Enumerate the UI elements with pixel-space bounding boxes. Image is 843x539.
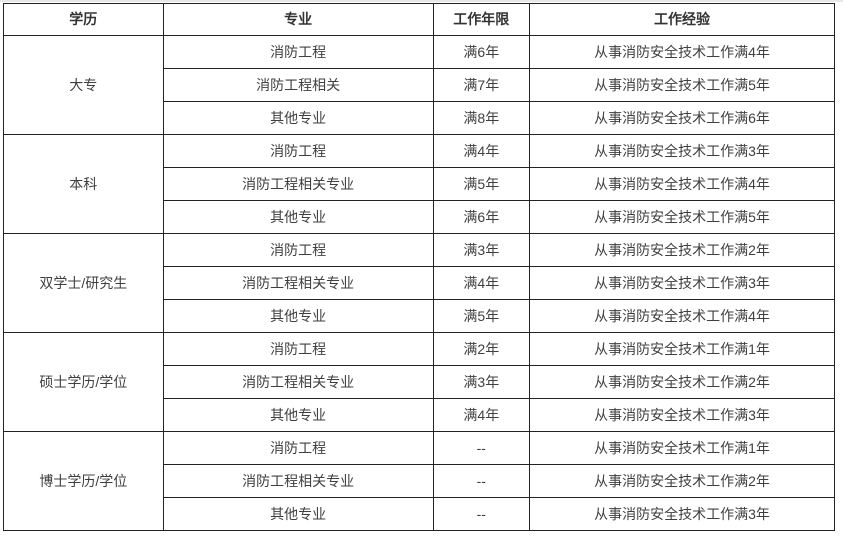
major-cell: 消防工程相关 [162, 68, 434, 102]
years-cell: 满2年 [432, 332, 531, 366]
major-cell: 其他专业 [162, 101, 434, 135]
table-row: 双学士/研究生 消防工程 满3年 从事消防安全技术工作满2年 [3, 233, 835, 333]
years-cell: 满3年 [432, 233, 531, 267]
years-cell: 满4年 [432, 266, 531, 300]
experience-cell: 从事消防安全技术工作满6年 [529, 101, 835, 135]
years-cell: 满6年 [432, 200, 531, 234]
years-cell: 满4年 [432, 134, 531, 168]
education-cell: 博士学历/学位 [3, 431, 164, 531]
years-cell: 满6年 [432, 35, 531, 69]
years-cell: 满8年 [432, 101, 531, 135]
major-cell: 消防工程 [162, 332, 434, 366]
years-cell: -- [432, 497, 531, 531]
major-cell: 其他专业 [162, 200, 434, 234]
experience-cell: 从事消防安全技术工作满5年 [529, 68, 835, 102]
experience-cell: 从事消防安全技术工作满2年 [529, 365, 835, 399]
experience-cell: 从事消防安全技术工作满1年 [529, 431, 835, 465]
table-row: 消防工程相关专业 满3年 从事消防安全技术工作满2年 [4, 365, 835, 399]
qualification-requirements-table: 学历 专业 工作年限 工作经验 大专 消防工程 满6年 从事消防安全技术工作满4… [3, 3, 835, 531]
experience-cell: 从事消防安全技术工作满4年 [529, 167, 835, 201]
table-row: 本科 消防工程 满4年 从事消防安全技术工作满3年 [3, 134, 835, 234]
table-row: 消防工程相关专业 满4年 从事消防安全技术工作满3年 [4, 266, 835, 300]
major-cell: 消防工程 [162, 134, 434, 168]
major-cell: 消防工程相关专业 [162, 266, 434, 300]
years-cell: 满3年 [432, 365, 531, 399]
major-cell: 其他专业 [162, 398, 434, 432]
education-cell: 硕士学历/学位 [3, 332, 164, 432]
years-cell: 满5年 [432, 167, 531, 201]
major-cell: 消防工程相关专业 [162, 167, 434, 201]
years-cell: 满5年 [432, 299, 531, 333]
years-cell: 满7年 [432, 68, 531, 102]
header-cell-experience: 工作经验 [529, 3, 835, 36]
experience-cell: 从事消防安全技术工作满5年 [529, 200, 835, 234]
table-row: 博士学历/学位 消防工程 -- 从事消防安全技术工作满1年 [3, 431, 835, 531]
experience-cell: 从事消防安全技术工作满1年 [529, 332, 835, 366]
table-row: 其他专业 -- 从事消防安全技术工作满3年 [4, 497, 835, 531]
table-header-row: 学历 专业 工作年限 工作经验 [3, 3, 835, 36]
years-cell: -- [432, 431, 531, 465]
education-cell: 双学士/研究生 [3, 233, 164, 333]
experience-cell: 从事消防安全技术工作满4年 [529, 35, 835, 69]
header-cell-major: 专业 [162, 3, 434, 36]
header-cell-education: 学历 [3, 3, 164, 36]
table-row: 消防工程相关 满7年 从事消防安全技术工作满5年 [4, 68, 835, 102]
header-cell-years: 工作年限 [432, 3, 531, 36]
table-row: 其他专业 满5年 从事消防安全技术工作满4年 [4, 299, 835, 333]
experience-cell: 从事消防安全技术工作满4年 [529, 299, 835, 333]
education-cell: 本科 [3, 134, 164, 234]
major-cell: 消防工程 [162, 431, 434, 465]
experience-cell: 从事消防安全技术工作满3年 [529, 266, 835, 300]
experience-cell: 从事消防安全技术工作满2年 [529, 233, 835, 267]
major-cell: 消防工程 [162, 233, 434, 267]
major-cell: 消防工程相关专业 [162, 464, 434, 498]
major-cell: 其他专业 [162, 299, 434, 333]
major-cell: 消防工程相关专业 [162, 365, 434, 399]
table-row: 其他专业 满8年 从事消防安全技术工作满6年 [4, 101, 835, 135]
table-row: 其他专业 满4年 从事消防安全技术工作满3年 [4, 398, 835, 432]
education-cell: 大专 [3, 35, 164, 135]
table-row: 硕士学历/学位 消防工程 满2年 从事消防安全技术工作满1年 [3, 332, 835, 432]
years-cell: 满4年 [432, 398, 531, 432]
table-row: 大专 消防工程 满6年 从事消防安全技术工作满4年 [3, 35, 835, 135]
table-row: 其他专业 满6年 从事消防安全技术工作满5年 [4, 200, 835, 234]
experience-cell: 从事消防安全技术工作满2年 [529, 464, 835, 498]
experience-cell: 从事消防安全技术工作满3年 [529, 398, 835, 432]
top-edge-divider [0, 0, 843, 2]
major-cell: 其他专业 [162, 497, 434, 531]
experience-cell: 从事消防安全技术工作满3年 [529, 497, 835, 531]
years-cell: -- [432, 464, 531, 498]
table-row: 消防工程相关专业 -- 从事消防安全技术工作满2年 [4, 464, 835, 498]
experience-cell: 从事消防安全技术工作满3年 [529, 134, 835, 168]
major-cell: 消防工程 [162, 35, 434, 69]
table-row: 消防工程相关专业 满5年 从事消防安全技术工作满4年 [4, 167, 835, 201]
